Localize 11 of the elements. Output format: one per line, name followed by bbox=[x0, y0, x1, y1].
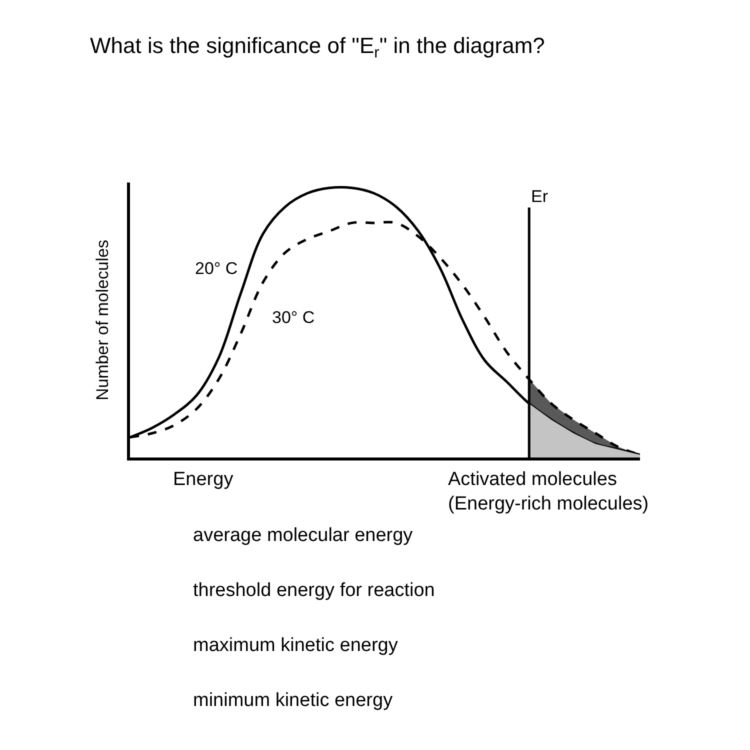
text: threshold energy for reaction bbox=[193, 580, 435, 601]
annotation: Er bbox=[531, 187, 548, 206]
series-label: 30° C bbox=[272, 308, 315, 327]
text: minimum kinetic energy bbox=[193, 690, 394, 711]
series-label: 20° C bbox=[195, 259, 238, 278]
chart-title: What is the significance of "E$_{r}$" in the diagram? bbox=[90, 32, 545, 62]
x-axis-title: Energy bbox=[173, 469, 234, 490]
text: average molecular energy bbox=[193, 525, 414, 546]
text: maximum kinetic energy bbox=[193, 635, 398, 656]
text: Activated molecules (Energy-rich molecules) bbox=[448, 469, 649, 515]
y-axis-title: Number of molecules bbox=[92, 240, 112, 400]
